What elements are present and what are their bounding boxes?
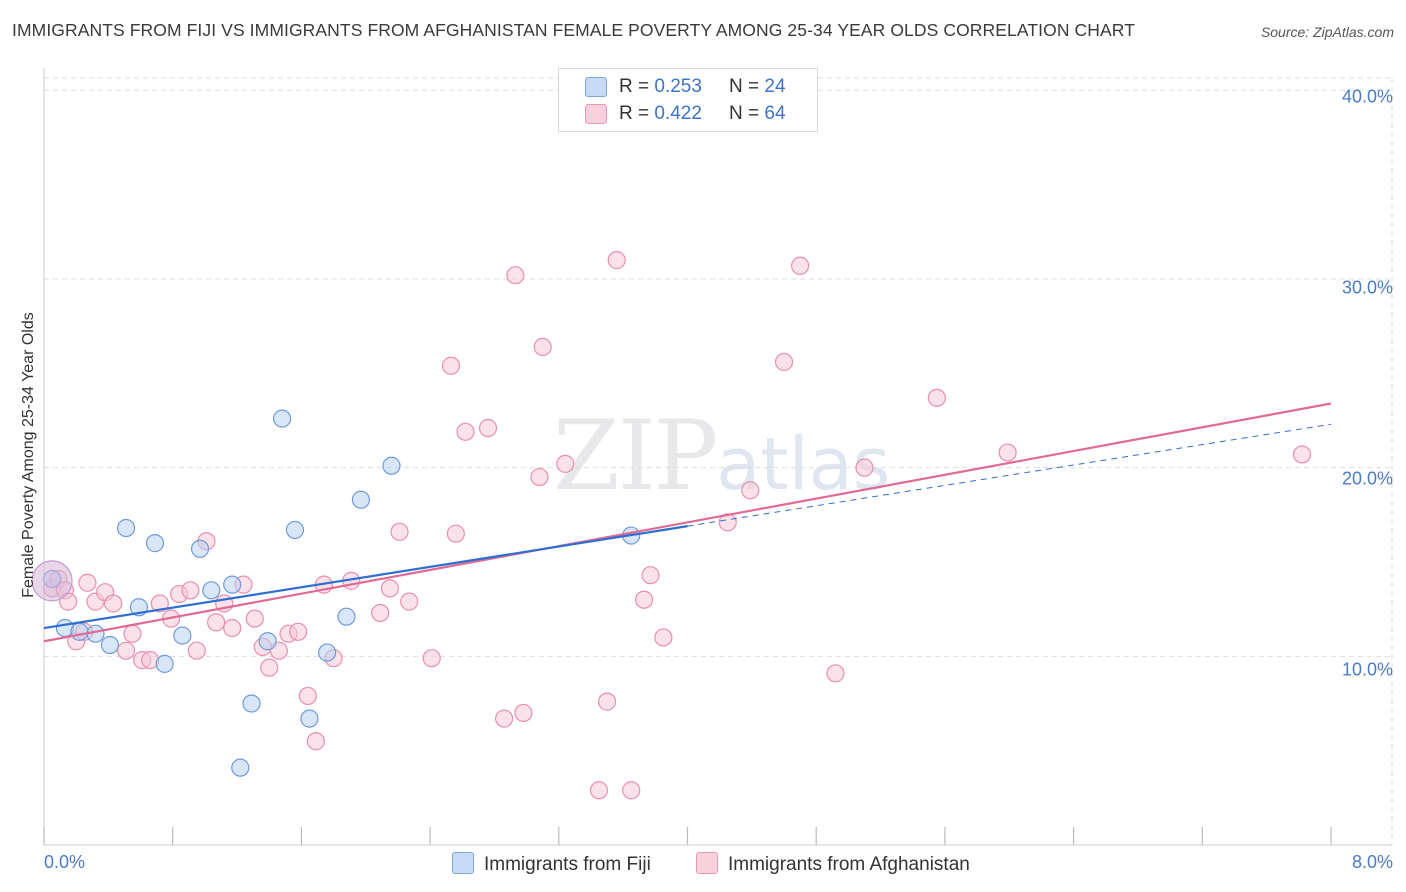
afghanistan-point — [150, 594, 169, 613]
afghanistan-point — [390, 522, 409, 541]
afghanistan-point — [478, 418, 498, 438]
x-tick-label-min: 0.0% — [44, 852, 86, 872]
fiji-point — [223, 575, 242, 594]
afghanistan-point — [181, 581, 200, 600]
afghanistan-point — [589, 781, 609, 800]
afghanistan-point — [556, 454, 575, 473]
afghanistan-point — [654, 628, 673, 647]
legend-n-afghanistan: N = 64 — [729, 103, 786, 124]
afghanistan-point — [622, 781, 641, 800]
fiji-trend-line — [43, 525, 688, 630]
afghanistan-point — [422, 649, 441, 668]
fiji-point — [145, 534, 165, 553]
bottom-legend-swatch-fiji — [452, 852, 474, 874]
afghanistan-point — [116, 641, 136, 660]
source-label: Source: ZipAtlas.com — [1260, 24, 1394, 40]
afghanistan-point — [380, 579, 399, 598]
afghanistan-point — [371, 603, 390, 623]
legend-n-fiji: N = 24 — [729, 76, 786, 97]
afghanistan-point — [78, 573, 97, 592]
fiji-trend-line-extension — [687, 423, 1332, 527]
afghanistan-point — [774, 352, 794, 372]
afghanistan-point — [530, 467, 549, 487]
afghanistan-point — [187, 641, 206, 660]
bottom-legend-label-fiji: Immigrants from Fiji — [484, 854, 651, 875]
watermark-zip: ZIP — [553, 400, 718, 512]
afghanistan-point — [441, 356, 461, 375]
legend-swatch-afghanistan — [585, 104, 607, 124]
afghanistan-point — [634, 590, 654, 609]
chart-title: IMMIGRANTS FROM FIJI VS IMMIGRANTS FROM … — [12, 20, 1135, 40]
y-tick-label-20: 20.0% — [1341, 468, 1393, 489]
fiji-point — [300, 709, 319, 728]
correlation-legend: R = 0.253 N = 24 R = 0.422 N = 64 — [558, 68, 818, 132]
afghanistan-point — [104, 594, 123, 613]
afghanistan-point — [289, 622, 308, 641]
fiji-point — [155, 654, 174, 673]
afghanistan-point — [207, 613, 226, 632]
fiji-point — [70, 622, 89, 641]
afghanistan-point — [495, 709, 514, 728]
y-axis-label: Female Poverty Among 25-34 Year Olds — [20, 312, 37, 598]
afghanistan-point — [1292, 445, 1312, 464]
afghanistan-point — [741, 481, 760, 500]
afghanistan-point — [260, 658, 279, 677]
y-tick-label-30: 30.0% — [1341, 277, 1393, 298]
fiji-point — [272, 409, 292, 428]
x-tick-label-max: 8.0% — [1351, 852, 1393, 872]
fiji-point — [337, 607, 356, 626]
afghanistan-point — [791, 256, 810, 275]
bottom-legend-label-afghanistan: Immigrants from Afghanistan — [728, 854, 970, 875]
afghanistan-point — [245, 609, 264, 628]
fiji-point — [100, 635, 120, 655]
fiji-point — [116, 518, 136, 538]
fiji-point — [351, 490, 371, 509]
afghanistan-point — [223, 618, 242, 638]
fiji-point — [231, 758, 250, 777]
fiji-point — [242, 694, 261, 713]
afghanistan-point — [641, 566, 660, 585]
afghanistan-point — [998, 443, 1017, 462]
afghanistan-point — [597, 692, 617, 711]
fiji-point — [258, 632, 277, 651]
fiji-point — [202, 581, 221, 600]
bottom-legend-fiji: Immigrants from Fiji — [452, 852, 651, 876]
afghanistan-point — [298, 686, 317, 706]
afghanistan-point — [826, 664, 845, 683]
afghanistan-point — [607, 251, 626, 270]
afghanistan-point — [514, 703, 533, 723]
afghanistan-point — [123, 624, 142, 643]
fiji-point — [190, 539, 210, 558]
bottom-legend-swatch-afghanistan — [696, 852, 718, 874]
cluster-point — [31, 560, 73, 602]
afghanistan-point — [855, 458, 874, 477]
fiji-point — [285, 520, 305, 540]
afghanistan-trend-line — [43, 402, 1332, 643]
bottom-legend-afghanistan: Immigrants from Afghanistan — [696, 852, 970, 876]
y-tick-label-40: 40.0% — [1341, 86, 1393, 107]
afghanistan-point — [456, 422, 475, 441]
afghanistan-point — [446, 524, 465, 543]
fiji-point — [318, 643, 337, 662]
afghanistan-point — [927, 388, 946, 407]
afghanistan-point — [533, 337, 552, 356]
legend-r-afghanistan: R = 0.422 — [619, 103, 702, 124]
fiji-point — [382, 456, 401, 475]
fiji-point — [173, 626, 192, 645]
legend-swatch-fiji — [585, 77, 607, 97]
afghanistan-point — [306, 732, 325, 751]
afghanistan-point — [400, 592, 419, 611]
legend-r-fiji: R = 0.253 — [619, 76, 702, 97]
y-tick-label-10: 10.0% — [1341, 659, 1393, 680]
afghanistan-point — [506, 266, 525, 285]
